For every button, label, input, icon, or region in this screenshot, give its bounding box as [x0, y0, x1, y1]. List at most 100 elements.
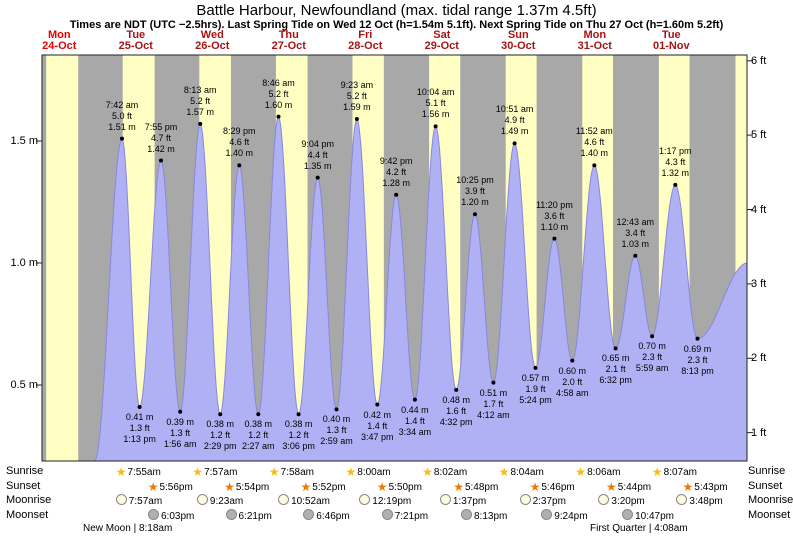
- sunset-row-label-left: Sunset: [6, 480, 41, 492]
- moonrise-circle-icon: [196, 494, 208, 505]
- page-title: Battle Harbour, Newfoundland (max. tidal…: [196, 2, 597, 19]
- high-tide-label: 10:51 am 4.9 ft 1.49 m: [495, 104, 534, 137]
- moonset-row-label-right: Moonset: [748, 509, 791, 521]
- low-tide-dot: [334, 407, 339, 412]
- high-tide-dot: [552, 236, 557, 241]
- low-tide-dot: [137, 405, 142, 409]
- new-moon-caption: New Moon | 8:18am: [83, 523, 173, 534]
- sunset-entry: ★5:46pm: [530, 480, 575, 494]
- sunset-time: 5:48pm: [464, 482, 499, 493]
- high-tide-label: 8:13 am 5.2 ft 1.57 m: [183, 84, 217, 117]
- low-tide-dot: [375, 402, 380, 407]
- low-tide-dot: [218, 412, 223, 417]
- chart-border: [41, 54, 748, 462]
- sunrise-entry: ★7:55am: [116, 465, 161, 479]
- y-axis-feet-label: 6 ft: [751, 54, 767, 67]
- high-tide-label: 12:43 am 3.4 ft 1.03 m: [616, 216, 655, 249]
- low-tide-label: 0.57 m 1.9 ft 5:24 pm: [519, 372, 552, 405]
- sunset-entry: ★5:43pm: [683, 480, 728, 494]
- moonrise-time: 3:48pm: [689, 496, 723, 507]
- high-tide-dot: [633, 253, 638, 258]
- sunset-time: 5:44pm: [617, 482, 652, 493]
- sunset-star-icon: ★: [529, 480, 541, 494]
- high-tide-dot: [237, 163, 242, 168]
- moonrise-circle-icon: [676, 494, 688, 505]
- sunset-time: 5:43pm: [694, 482, 728, 493]
- sunset-row-label-right: Sunset: [748, 480, 783, 492]
- sunset-entry: ★5:44pm: [606, 480, 651, 494]
- sunrise-time: 8:00am: [357, 467, 391, 478]
- moonset-entry: 6:21pm: [225, 509, 272, 522]
- moonset-entry: 10:47pm: [622, 509, 674, 522]
- y-axis-meter-label: 1.5 m: [10, 135, 38, 147]
- day-header-fri-28-oct: Fri 28-Oct: [348, 29, 383, 52]
- daylight-band: [735, 55, 747, 461]
- moonset-time: 7:21pm: [394, 511, 429, 522]
- low-tide-label: 0.60 m 2.0 ft 4:58 am: [556, 365, 589, 398]
- moonset-entry: 8:13pm: [461, 509, 507, 522]
- high-tide-label: 9:42 pm 4.2 ft 1.28 m: [379, 155, 413, 188]
- high-tide-label: 10:04 am 5.1 ft 1.56 m: [416, 87, 455, 120]
- moonset-time: 8:13pm: [474, 511, 508, 522]
- sunrise-star-icon: ★: [498, 465, 510, 479]
- low-tide-dot: [613, 346, 618, 351]
- low-tide-label: 0.38 m 1.2 ft 2:27 am: [242, 419, 275, 452]
- low-tide-label: 0.41 m 1.3 ft 1:13 pm: [123, 412, 156, 444]
- high-tide-label: 9:04 pm 4.4 ft 1.35 m: [301, 138, 334, 171]
- sunset-time: 5:52pm: [312, 482, 346, 493]
- sunset-entry: ★5:56pm: [148, 480, 193, 494]
- sunrise-star-icon: ★: [115, 465, 127, 479]
- moonset-row-label-left: Moonset: [6, 509, 49, 521]
- moonrise-circle-icon: [439, 494, 451, 505]
- moonset-time: 6:21pm: [238, 511, 272, 522]
- high-tide-dot: [394, 192, 399, 197]
- day-header-tue-01-nov: Tue 01-Nov: [652, 29, 690, 52]
- low-tide-label: 0.70 m 2.3 ft 5:59 am: [635, 341, 669, 374]
- high-tide-label: 8:29 pm 4.6 ft 1.40 m: [223, 126, 256, 159]
- first-quarter-caption: First Quarter | 4:08am: [590, 523, 688, 534]
- moonset-entry: 6:46pm: [303, 509, 350, 522]
- moonrise-entry: 3:48pm: [676, 494, 723, 507]
- moonset-time: 6:03pm: [161, 511, 195, 522]
- high-tide-label: 10:25 pm 3.9 ft 1.20 m: [456, 175, 494, 208]
- low-tide-dot: [695, 336, 700, 341]
- y-axis-feet-label: 5 ft: [751, 129, 767, 142]
- low-tide-dot: [533, 365, 538, 370]
- sunrise-star-icon: ★: [345, 465, 357, 479]
- day-header-wed-26-oct: Wed 26-Oct: [195, 29, 230, 52]
- day-header-mon-31-oct: Mon 31-Oct: [577, 29, 612, 52]
- y-axis-feet-label: 2 ft: [751, 352, 767, 365]
- moonset-circle-icon: [622, 509, 634, 520]
- moonrise-entry: 2:37pm: [519, 494, 566, 507]
- high-tide-label: 11:52 am 4.6 ft 1.40 m: [575, 126, 613, 159]
- sunrise-row-label-left: Sunrise: [6, 465, 44, 477]
- low-tide-label: 0.69 m 2.3 ft 8:13 pm: [681, 343, 714, 376]
- moonrise-row-label-right: Moonrise: [748, 494, 793, 506]
- sunrise-time: 8:06am: [587, 467, 621, 478]
- low-tide-dot: [650, 334, 655, 339]
- daylight-band: [46, 55, 79, 461]
- sunset-time: 5:56pm: [159, 482, 193, 493]
- sunset-entry: ★5:52pm: [301, 480, 346, 494]
- moonrise-time: 3:20pm: [611, 496, 645, 507]
- y-axis-feet-label: 3 ft: [751, 277, 767, 290]
- sunrise-star-icon: ★: [575, 465, 587, 479]
- sunset-star-icon: ★: [147, 480, 159, 494]
- high-tide-dot: [512, 141, 517, 146]
- sunrise-star-icon: ★: [651, 465, 663, 479]
- moonrise-circle-icon: [598, 494, 610, 505]
- sunrise-star-icon: ★: [192, 465, 204, 479]
- moonset-circle-icon: [541, 509, 553, 520]
- high-tide-label: 7:55 pm 4.7 ft 1.42 m: [144, 121, 178, 154]
- moonrise-circle-icon: [359, 494, 371, 505]
- sunset-star-icon: ★: [376, 480, 388, 494]
- high-tide-dot: [673, 182, 678, 187]
- sunrise-entry: ★8:02am: [422, 465, 467, 479]
- high-tide-dot: [433, 124, 438, 129]
- high-tide-label: 7:42 am 5.0 ft 1.51 m: [105, 99, 139, 132]
- moonrise-row-label-left: Moonrise: [6, 494, 52, 506]
- sunset-star-icon: ★: [224, 480, 235, 494]
- moonset-time: 9:24pm: [554, 511, 588, 522]
